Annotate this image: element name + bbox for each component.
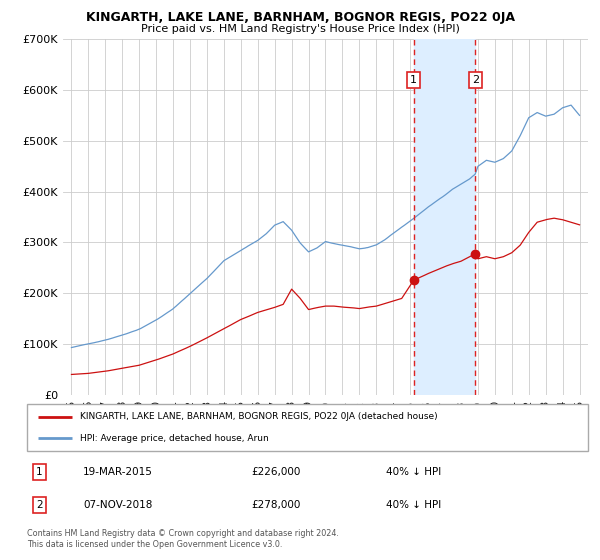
Text: Price paid vs. HM Land Registry's House Price Index (HPI): Price paid vs. HM Land Registry's House … bbox=[140, 24, 460, 34]
Text: 40% ↓ HPI: 40% ↓ HPI bbox=[386, 467, 441, 477]
Text: KINGARTH, LAKE LANE, BARNHAM, BOGNOR REGIS, PO22 0JA: KINGARTH, LAKE LANE, BARNHAM, BOGNOR REG… bbox=[86, 11, 515, 24]
Text: 19-MAR-2015: 19-MAR-2015 bbox=[83, 467, 153, 477]
Text: 07-NOV-2018: 07-NOV-2018 bbox=[83, 501, 152, 510]
Text: £278,000: £278,000 bbox=[251, 501, 301, 510]
Text: KINGARTH, LAKE LANE, BARNHAM, BOGNOR REGIS, PO22 0JA (detached house): KINGARTH, LAKE LANE, BARNHAM, BOGNOR REG… bbox=[80, 412, 438, 421]
Text: 2: 2 bbox=[36, 501, 43, 510]
Text: 1: 1 bbox=[410, 75, 417, 85]
FancyBboxPatch shape bbox=[27, 404, 588, 451]
Text: 1: 1 bbox=[36, 467, 43, 477]
Bar bbox=[414, 39, 475, 395]
Text: HPI: Average price, detached house, Arun: HPI: Average price, detached house, Arun bbox=[80, 434, 269, 443]
Text: 2: 2 bbox=[472, 75, 479, 85]
Text: 40% ↓ HPI: 40% ↓ HPI bbox=[386, 501, 441, 510]
Text: £226,000: £226,000 bbox=[251, 467, 301, 477]
Text: Contains HM Land Registry data © Crown copyright and database right 2024.
This d: Contains HM Land Registry data © Crown c… bbox=[27, 529, 339, 549]
